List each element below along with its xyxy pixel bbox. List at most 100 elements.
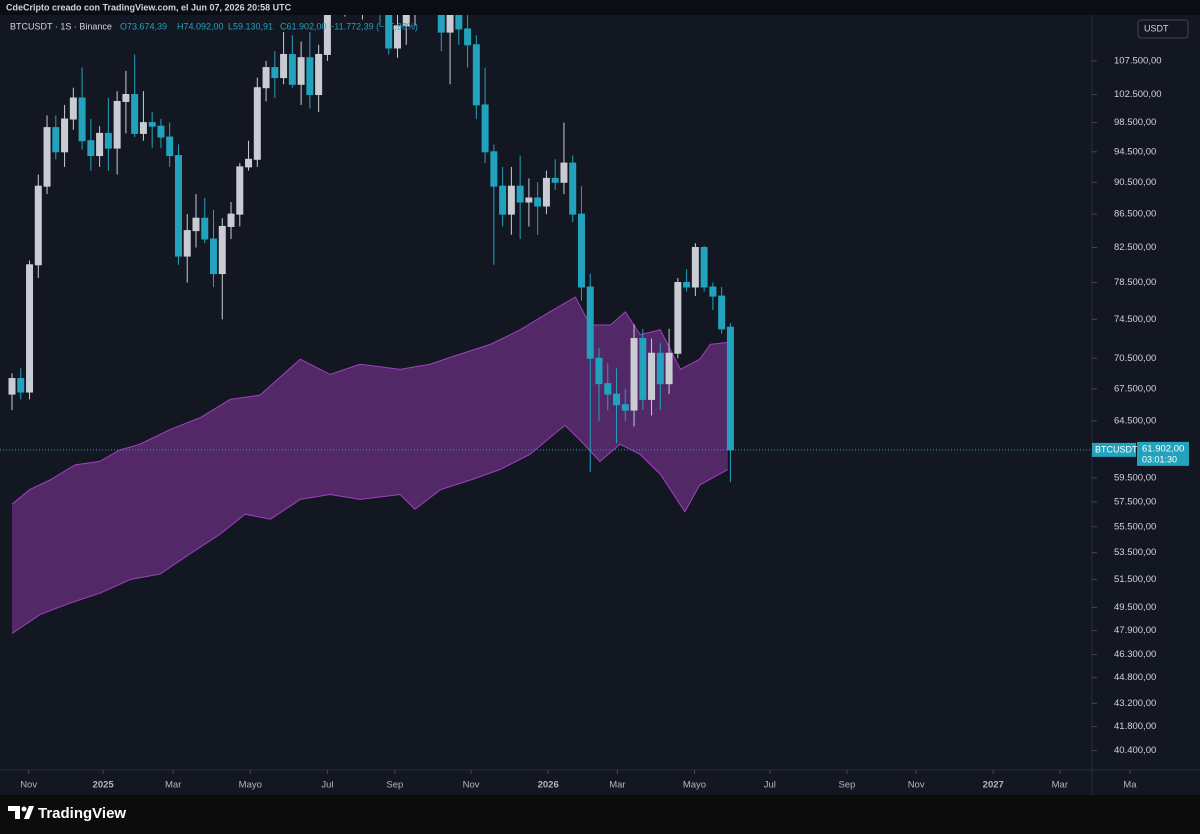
candle-body [288, 53, 296, 85]
candle-body [148, 122, 156, 127]
x-tick-label: 2026 [538, 780, 559, 791]
y-tick-label: 64.500,00 [1114, 415, 1156, 426]
candle-body [166, 136, 174, 157]
x-tick-label: Mar [165, 780, 181, 791]
candle-body [262, 67, 270, 89]
candle-body [402, 15, 410, 27]
y-tick-label: 107.500,00 [1114, 56, 1162, 67]
candle-body [227, 213, 235, 227]
y-tick-label: 43.200,00 [1114, 698, 1156, 709]
candle-body [613, 393, 621, 406]
candle-body [113, 100, 121, 149]
candle-body [61, 118, 69, 153]
y-tick-label: 41.800,00 [1114, 721, 1156, 732]
change-label: −11.772,39 (−15,98%) [329, 21, 418, 31]
y-tick-label: 86.500,00 [1114, 209, 1156, 220]
y-tick-label: 90.500,00 [1114, 177, 1156, 188]
ohlc-legend: O73.674,39 H74.092,00 L59.130,91 C61.902… [120, 21, 418, 31]
cloud-upper [11, 296, 728, 505]
candle-body [560, 162, 568, 183]
candle-body [385, 15, 393, 49]
candle-body [709, 286, 717, 297]
candle-body [674, 282, 682, 354]
candle-body [683, 282, 691, 288]
candle-body [157, 125, 165, 138]
candle-body [648, 352, 656, 400]
logo-dot [21, 806, 27, 812]
candle-body [210, 238, 218, 275]
y-tick-label: 46.300,00 [1114, 649, 1156, 660]
y-tick-label: 51.500,00 [1114, 574, 1156, 585]
brand: TradingView [38, 805, 126, 822]
candle-body [604, 383, 612, 395]
y-tick-label: 74.500,00 [1114, 314, 1156, 325]
x-tick-label: Ma [1123, 780, 1137, 791]
candle-body [17, 378, 25, 393]
candle-body [472, 44, 480, 106]
x-tick-label: Nov [20, 780, 37, 791]
last-price-box [1137, 441, 1189, 466]
candle-body [87, 140, 95, 157]
x-tick-label: Nov [908, 780, 925, 791]
y-tick-label: 78.500,00 [1114, 277, 1156, 288]
candle-body [630, 338, 638, 411]
candle-body [201, 217, 209, 240]
candle-body [621, 404, 629, 411]
candle-body [455, 15, 463, 30]
candle-body [323, 15, 331, 55]
candle-body [665, 352, 673, 385]
candle-body [122, 94, 130, 102]
candle-body [656, 352, 664, 385]
candle-body [464, 28, 472, 46]
candle-body [26, 264, 34, 393]
open-label: O73.674,39 [120, 21, 167, 31]
y-tick-label: 67.500,00 [1114, 383, 1156, 394]
candle-body [639, 338, 647, 400]
footer-bar [0, 795, 1200, 834]
y-tick-label: 98.500,00 [1114, 117, 1156, 128]
tradingview-logo [8, 806, 34, 819]
x-tick-label: Mar [609, 780, 625, 791]
candle-body [280, 53, 288, 79]
candle-body [718, 295, 726, 330]
candle-body [437, 15, 445, 33]
x-tick-label: Mayo [683, 780, 706, 791]
y-tick-label: 94.500,00 [1114, 146, 1156, 157]
candle-body [297, 57, 305, 85]
close-label: C61.902,00 [280, 21, 327, 31]
candle-body [192, 217, 200, 232]
candle-body [245, 158, 253, 168]
caption: CdeCripto creado con TradingView.com, el… [6, 2, 292, 12]
candle-body [78, 97, 86, 142]
y-tick-label: 40.400,00 [1114, 745, 1156, 756]
symbol-line: BTCUSDT · 1S · Binance [10, 21, 112, 31]
y-tick-label: 49.500,00 [1114, 602, 1156, 613]
low-label: L59.130,91 [228, 21, 273, 31]
x-tick-label: Nov [463, 780, 480, 791]
axes: 107.500,00 102.500,00 98.500,00 94.500,00 90… [20, 56, 1189, 791]
candle-body [700, 246, 708, 288]
y-tick-label: 53.500,00 [1114, 547, 1156, 558]
logo-mark [8, 806, 20, 819]
candle-body [516, 185, 524, 203]
x-tick-label: Sep [838, 780, 855, 791]
y-tick-label: 59.500,00 [1114, 472, 1156, 483]
candle-body [691, 246, 699, 288]
y-tick-label: 55.500,00 [1114, 521, 1156, 532]
x-tick-label: Mayo [239, 780, 262, 791]
currency: USDT [1144, 23, 1169, 33]
candle-body [139, 122, 147, 134]
x-tick-label: Jul [764, 780, 776, 791]
cloud-lower [11, 424, 729, 634]
candle-body [43, 127, 51, 187]
candle-body [315, 53, 323, 96]
y-tick-label: 57.500,00 [1114, 496, 1156, 507]
candle-body [595, 357, 603, 385]
candle-body [490, 151, 498, 187]
candle-body [446, 15, 454, 33]
y-tick-label: 47.900,00 [1114, 625, 1156, 636]
countdown: 03:01:30 [1142, 454, 1177, 464]
currency-box[interactable] [1137, 19, 1189, 39]
candle-body [69, 97, 77, 120]
